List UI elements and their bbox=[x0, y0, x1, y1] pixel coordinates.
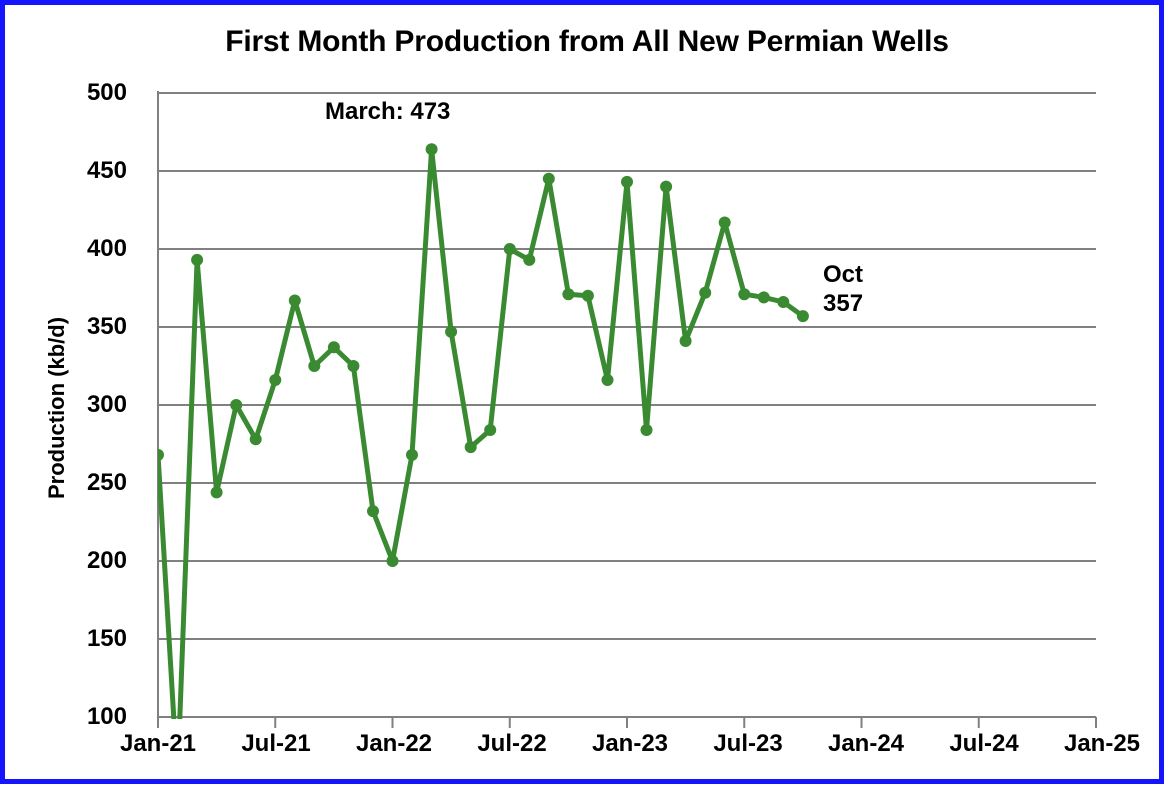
chart-canvas: First Month Production from All New Perm… bbox=[5, 5, 1164, 789]
data-point bbox=[249, 433, 262, 446]
data-point bbox=[640, 424, 653, 436]
data-point bbox=[581, 289, 594, 302]
annotation-peak-label: March: 473 bbox=[325, 98, 451, 125]
data-point bbox=[445, 325, 458, 338]
data-point bbox=[308, 360, 321, 372]
data-series-markers bbox=[158, 143, 809, 567]
data-point bbox=[660, 180, 673, 193]
data-point bbox=[679, 335, 692, 347]
y-tick-label-450: 450 bbox=[86, 157, 127, 184]
x-tick-label-jan-23: Jan-23 bbox=[591, 730, 669, 757]
data-point bbox=[503, 243, 516, 255]
x-tick-label-jan-22: Jan-22 bbox=[355, 730, 433, 757]
data-point bbox=[367, 505, 379, 518]
data-point bbox=[738, 288, 751, 301]
annotation-last-label: Oct 357 bbox=[823, 261, 864, 317]
plot-svg bbox=[157, 91, 1097, 728]
data-point bbox=[406, 448, 418, 461]
x-tick-label-jan-25: Jan-25 bbox=[1063, 730, 1141, 757]
chart-title: First Month Production from All New Perm… bbox=[225, 25, 949, 58]
x-tick-label-jul-22: Jul-22 bbox=[477, 730, 547, 757]
x-tick-label-jan-24: Jan-24 bbox=[827, 730, 905, 757]
x-axis-ticks bbox=[157, 717, 1097, 728]
y-tick-label-100: 100 bbox=[86, 703, 127, 730]
data-point bbox=[718, 216, 731, 229]
data-series-line bbox=[158, 146, 806, 719]
data-point bbox=[327, 341, 340, 354]
data-point bbox=[562, 288, 575, 301]
data-point bbox=[269, 374, 282, 386]
data-point bbox=[542, 172, 555, 185]
x-tick-label-jul-21: Jul-21 bbox=[241, 730, 311, 757]
y-tick-label-400: 400 bbox=[86, 235, 127, 262]
data-point bbox=[158, 448, 164, 461]
data-point bbox=[210, 486, 223, 499]
data-point bbox=[621, 175, 633, 188]
x-tick-label-jan-21: Jan-21 bbox=[119, 730, 197, 757]
data-point bbox=[230, 399, 243, 411]
data-point bbox=[464, 441, 477, 454]
y-tick-label-500: 500 bbox=[86, 79, 127, 106]
data-point bbox=[757, 291, 770, 304]
y-tick-label-250: 250 bbox=[86, 469, 127, 496]
data-point bbox=[777, 296, 790, 308]
data-point bbox=[601, 374, 614, 386]
data-point bbox=[288, 294, 301, 307]
data-point bbox=[386, 555, 399, 567]
data-point bbox=[699, 286, 712, 299]
y-tick-label-150: 150 bbox=[86, 625, 127, 652]
y-tick-label-300: 300 bbox=[86, 391, 127, 418]
data-point bbox=[523, 253, 536, 266]
x-tick-label-jul-24: Jul-24 bbox=[949, 730, 1019, 757]
data-point bbox=[347, 360, 360, 372]
data-point bbox=[796, 310, 809, 323]
data-point bbox=[425, 143, 438, 156]
data-point bbox=[191, 253, 204, 266]
x-tick-label-jul-23: Jul-23 bbox=[713, 730, 783, 757]
y-tick-label-350: 350 bbox=[86, 313, 127, 340]
data-point bbox=[484, 424, 497, 436]
y-tick-label-200: 200 bbox=[86, 547, 127, 574]
